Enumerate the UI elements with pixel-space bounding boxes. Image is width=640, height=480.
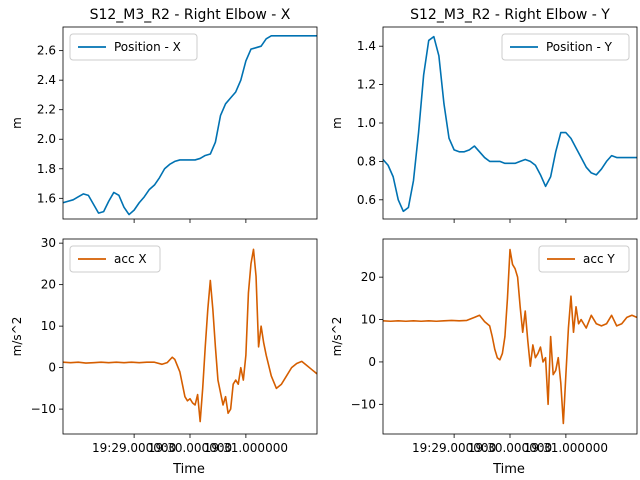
legend-box <box>501 33 630 61</box>
ytick-label: 0.8 <box>357 154 376 168</box>
ytick-label: 2.4 <box>37 73 56 87</box>
legend: acc X <box>69 245 161 273</box>
figure-xlabel-left: Time <box>172 462 205 477</box>
ytick-label: 1.8 <box>37 162 56 176</box>
subplot-2-ylabel: m <box>330 117 344 129</box>
figure-xlabel-right: Time <box>492 462 525 477</box>
xtick-label: 19:29.000000 <box>92 441 176 455</box>
ytick-label: 2.6 <box>37 44 56 58</box>
axes-frame <box>382 238 638 435</box>
series-line-3-1 <box>63 248 317 423</box>
subplot-4-ylabel: m/s^2 <box>330 317 344 357</box>
series-line-4-1 <box>383 248 637 425</box>
ytick-label: 0 <box>368 355 376 369</box>
xtick-label: 19:31.000000 <box>524 441 608 455</box>
series-line-2-1 <box>383 35 637 213</box>
ytick-label: 2.2 <box>37 103 56 117</box>
legend-label: acc X <box>114 252 147 266</box>
ytick-label: 1.6 <box>37 191 56 205</box>
subplot-grid: S12_M3_R2 - Right Elbow - X m 1.6 1.8 2.0 2.2… <box>10 7 638 455</box>
series-line-1-1 <box>63 35 317 216</box>
ytick-label: 1.0 <box>357 116 376 130</box>
xtick-label: 19:30.000000 <box>148 441 232 455</box>
ytick-label: 1.4 <box>357 39 376 53</box>
xtick-label: 19:30.000000 <box>468 441 552 455</box>
subplot-3-ylabel: m/s^2 <box>10 317 24 357</box>
legend-box <box>69 245 161 273</box>
ytick-label: 10 <box>361 313 376 327</box>
ytick-label: 0.6 <box>357 193 376 207</box>
ytick-label: −10 <box>31 402 56 416</box>
axes-frame <box>62 238 318 435</box>
legend-label: Position - Y <box>546 40 613 54</box>
axes-frame <box>382 26 638 220</box>
legend: Position - X <box>69 33 198 61</box>
ytick-label: 20 <box>41 278 56 292</box>
legend: acc Y <box>538 245 630 273</box>
xtick-label: 19:29.000000 <box>412 441 496 455</box>
subplot-1: S12_M3_R2 - Right Elbow - X m 1.6 1.8 2.0 2.2… <box>10 7 318 223</box>
subplot-1-title: S12_M3_R2 - Right Elbow - X <box>90 7 291 23</box>
ytick-label: −10 <box>351 397 376 411</box>
subplot-4: m/s^2 −10 0 10 20 19:29.00000019:30.00000019:… <box>330 238 638 455</box>
subplot-3: m/s^2 −10 0 10 20 30 19:29.00000019:30.0000001… <box>10 236 318 455</box>
legend-box <box>69 33 198 61</box>
ytick-label: 30 <box>41 236 56 250</box>
subplot-1-ylabel: m <box>10 117 24 129</box>
legend: Position - Y <box>501 33 630 61</box>
axes-frame <box>62 26 318 220</box>
subplot-2: S12_M3_R2 - Right Elbow - Y m 0.6 0.8 1.0 1.2… <box>330 7 638 223</box>
ytick-label: 1.2 <box>357 78 376 92</box>
subplot-2-title: S12_M3_R2 - Right Elbow - Y <box>410 7 610 23</box>
legend-label: Position - X <box>114 40 181 54</box>
ytick-label: 20 <box>361 270 376 284</box>
legend-box <box>538 245 630 273</box>
ytick-label: 0 <box>48 361 56 375</box>
xtick-label: 19:31.000000 <box>204 441 288 455</box>
ytick-label: 10 <box>41 319 56 333</box>
ytick-label: 2.0 <box>37 132 56 146</box>
legend-label: acc Y <box>583 252 615 266</box>
